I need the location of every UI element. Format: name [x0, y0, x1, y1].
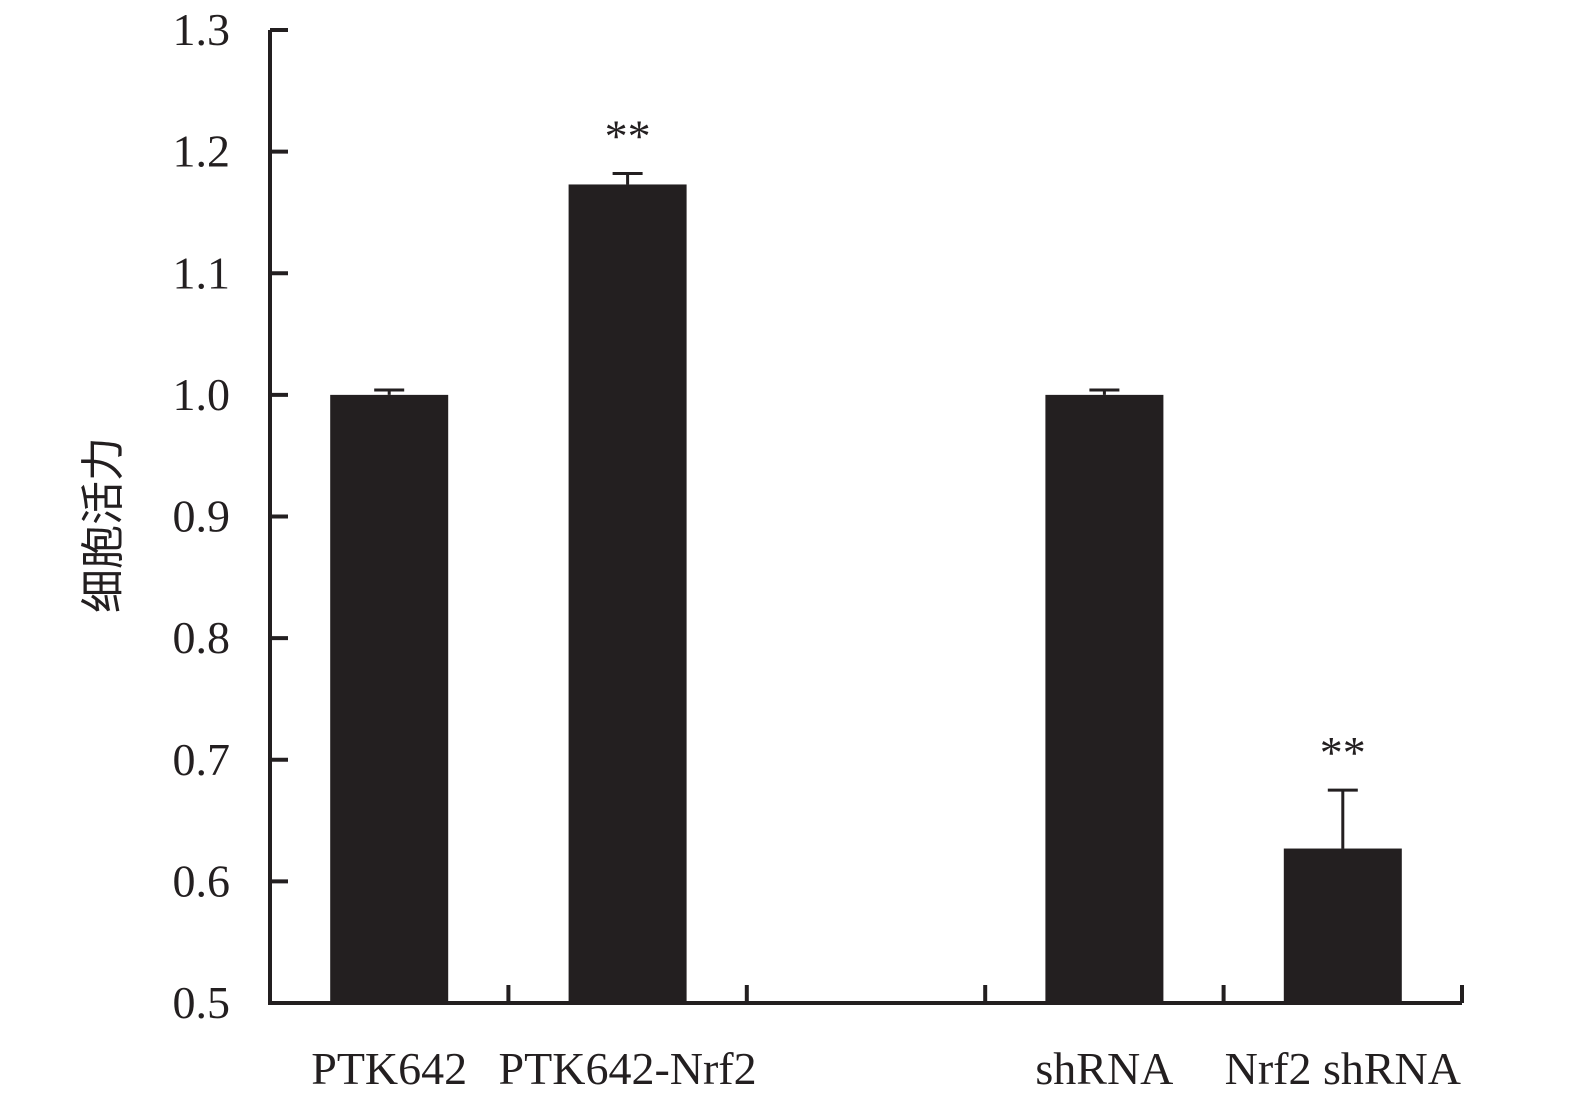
y-axis-label: 细胞活力 — [78, 437, 129, 613]
y-tick-label: 1.2 — [173, 126, 231, 177]
labels-layer: PTK642 ** PTK642-Nrf2 shRNA ** Nrf2 shRNA 0.5 0… — [173, 4, 1461, 1093]
y-tick-label: 0.8 — [173, 612, 231, 663]
x-tick-label: PTK642-Nrf2 — [499, 1043, 757, 1093]
y-tick-label: 1.1 — [173, 247, 231, 298]
bar — [1283, 848, 1402, 1003]
bar — [1045, 394, 1164, 1003]
significance-label: ** — [605, 111, 651, 162]
bars-layer — [330, 172, 1402, 1003]
axes-layer — [268, 28, 1464, 1005]
y-tick-label: 0.5 — [173, 977, 231, 1028]
significance-label: ** — [1320, 727, 1366, 778]
x-tick-label: PTK642 — [311, 1043, 467, 1093]
y-tick-label: 0.6 — [173, 855, 231, 906]
y-tick-label: 0.7 — [173, 734, 231, 785]
bar — [330, 394, 449, 1003]
x-tick-label: shRNA — [1035, 1043, 1173, 1093]
bar — [568, 184, 687, 1003]
y-tick-label: 0.9 — [173, 491, 231, 542]
x-tick-label: Nrf2 shRNA — [1225, 1043, 1461, 1093]
y-tick-label: 1.3 — [173, 4, 231, 55]
y-tick-label: 1.0 — [173, 369, 231, 420]
